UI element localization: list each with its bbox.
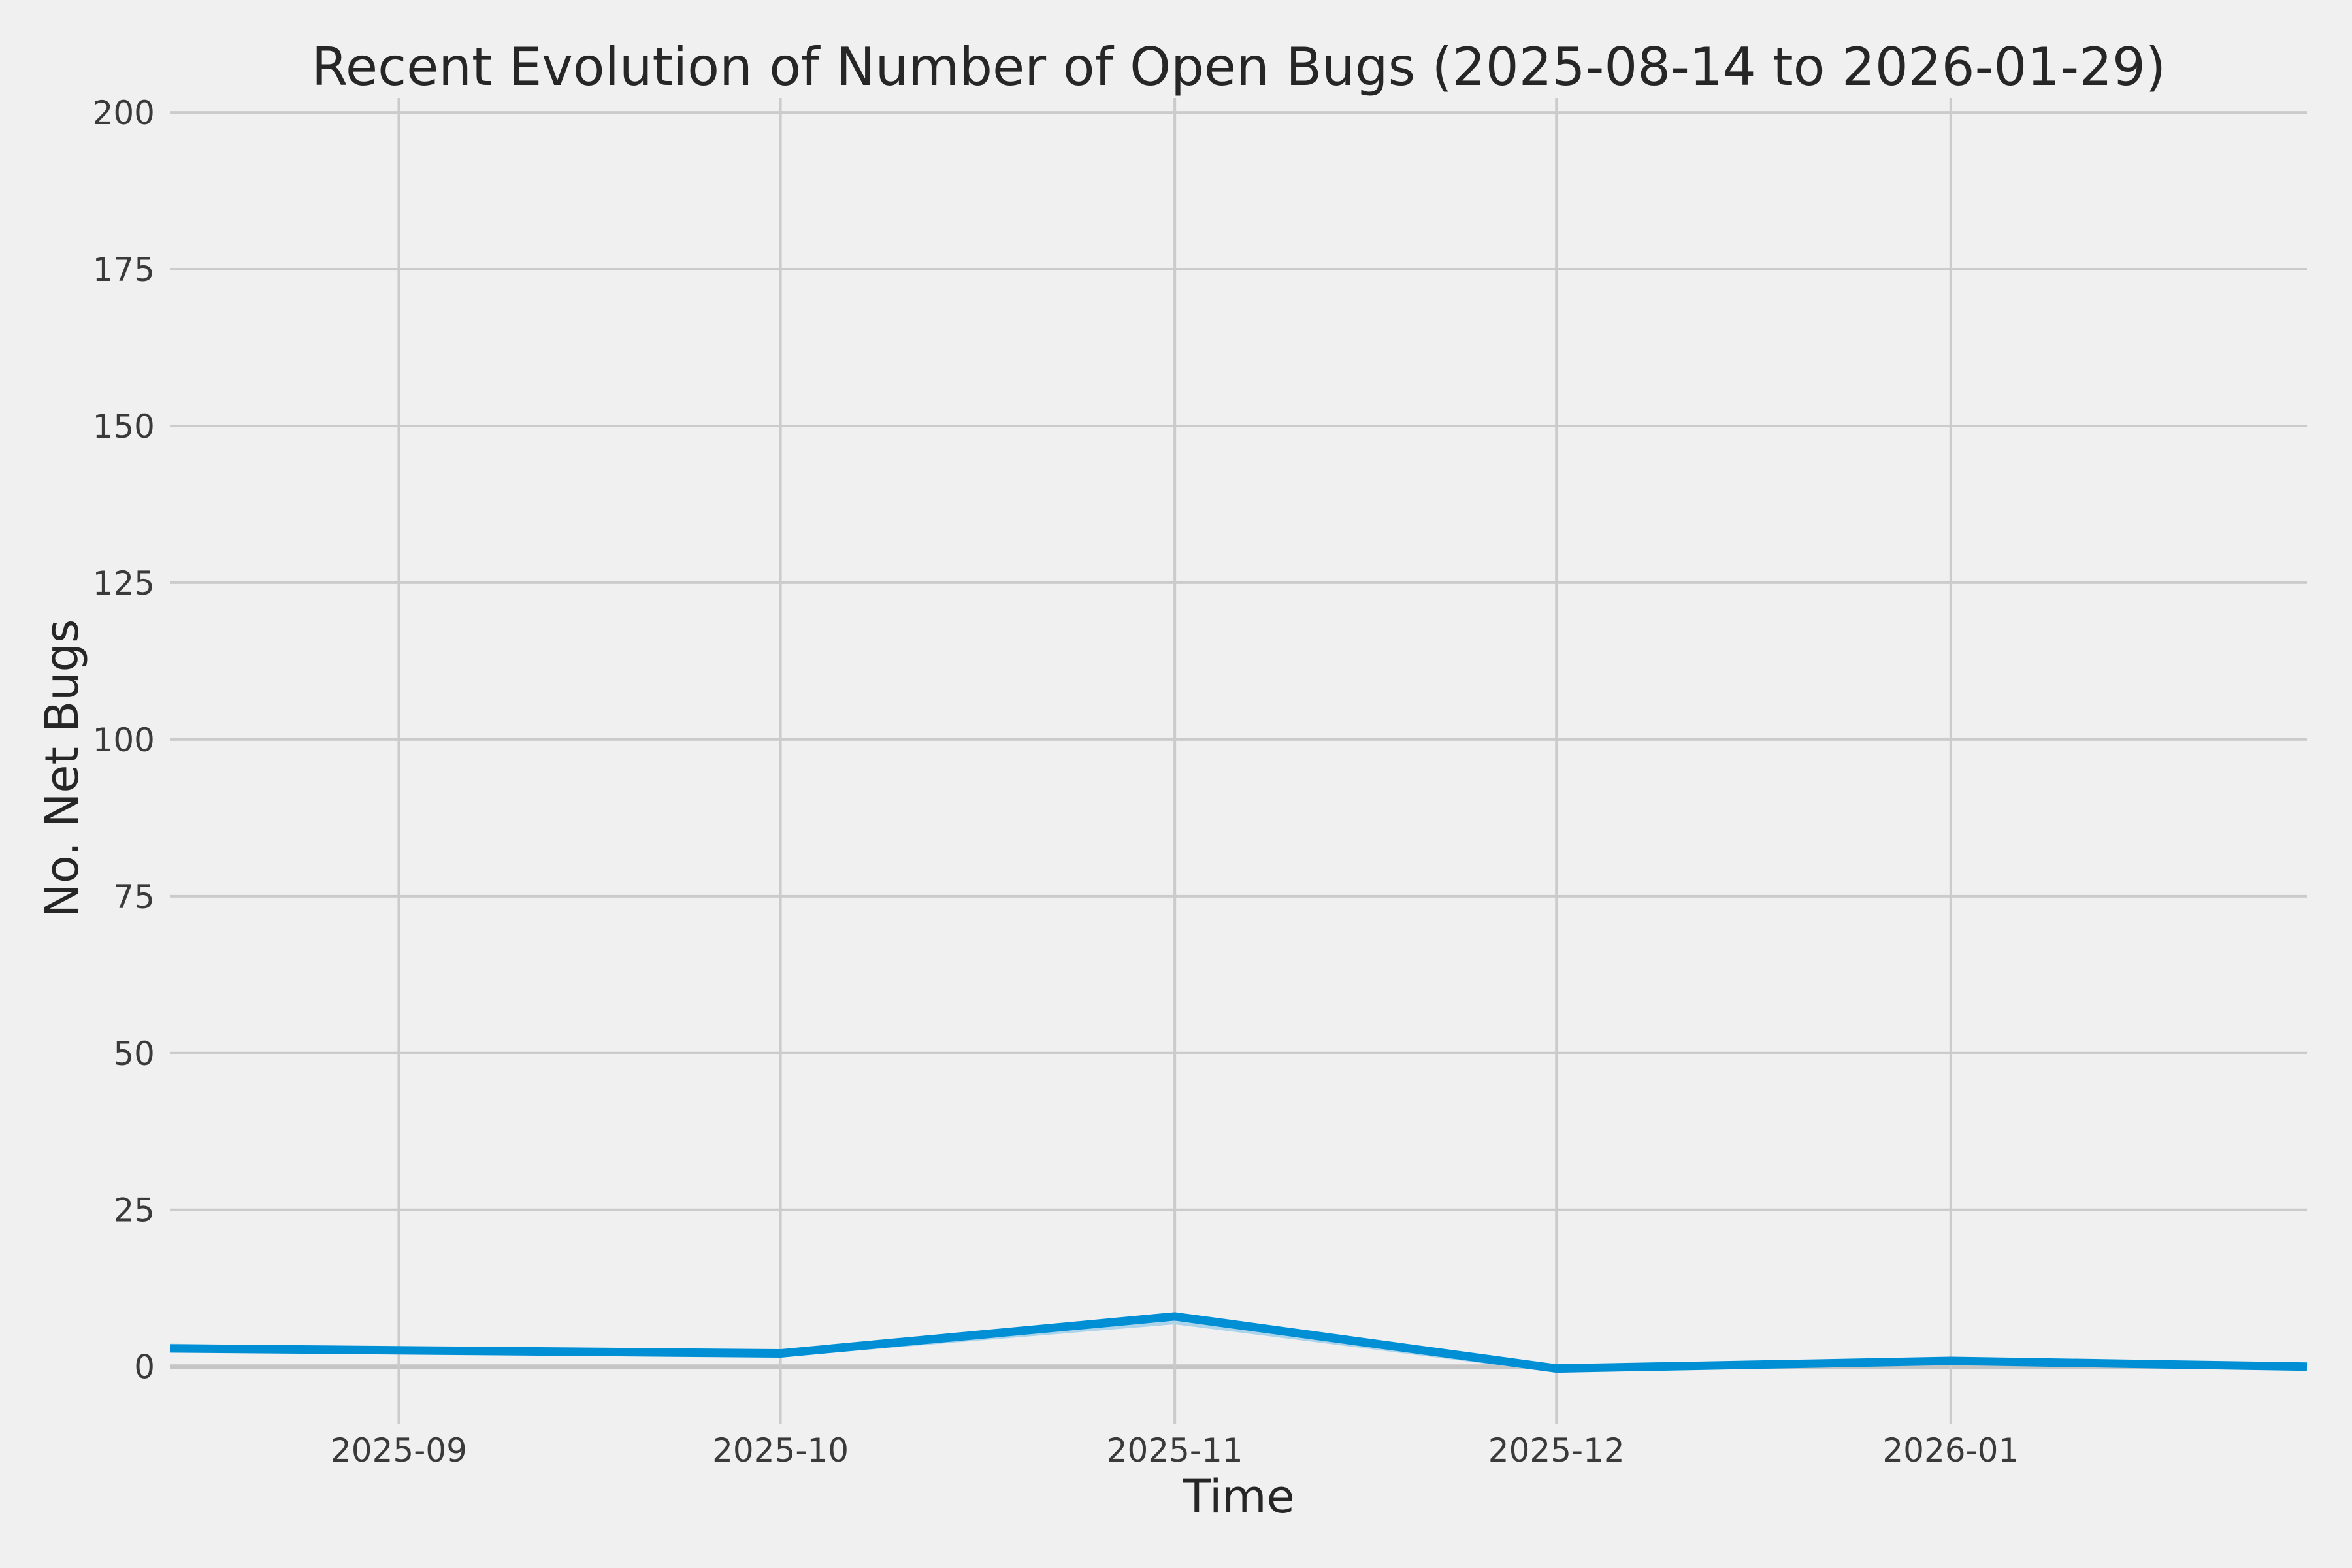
data-series-lines [169, 1312, 2308, 1373]
y-axis-tick-labels: 0 25 50 75 100 125 150 175 200 [93, 94, 155, 1386]
y-tick-label: 125 [93, 564, 155, 602]
x-axis-tick-labels: 2025-09 2025-10 2025-11 2025-12 2026-01 [331, 1431, 2019, 1469]
chart-title: Recent Evolution of Number of Open Bugs … [312, 37, 2166, 97]
y-tick-label: 200 [93, 94, 155, 132]
y-tick-label: 75 [113, 878, 155, 916]
y-tick-label: 175 [93, 251, 155, 289]
y-tick-label: 50 [113, 1035, 155, 1073]
y-tick-label: 0 [134, 1348, 155, 1386]
y-tick-label: 25 [113, 1192, 155, 1230]
x-tick-label: 2025-10 [712, 1431, 849, 1469]
y-axis-label: No. Net Bugs [35, 619, 89, 918]
x-tick-label: 2026-01 [1882, 1431, 2019, 1469]
vertical-gridlines [397, 98, 1952, 1424]
x-axis-label: Time [1182, 1470, 1294, 1524]
y-tick-label: 100 [93, 721, 155, 759]
x-tick-label: 2025-11 [1107, 1431, 1243, 1469]
series-line-net-bugs-main [169, 1312, 2308, 1373]
y-tick-label: 150 [93, 408, 155, 446]
x-tick-label: 2025-09 [331, 1431, 467, 1469]
x-tick-label: 2025-12 [1488, 1431, 1625, 1469]
